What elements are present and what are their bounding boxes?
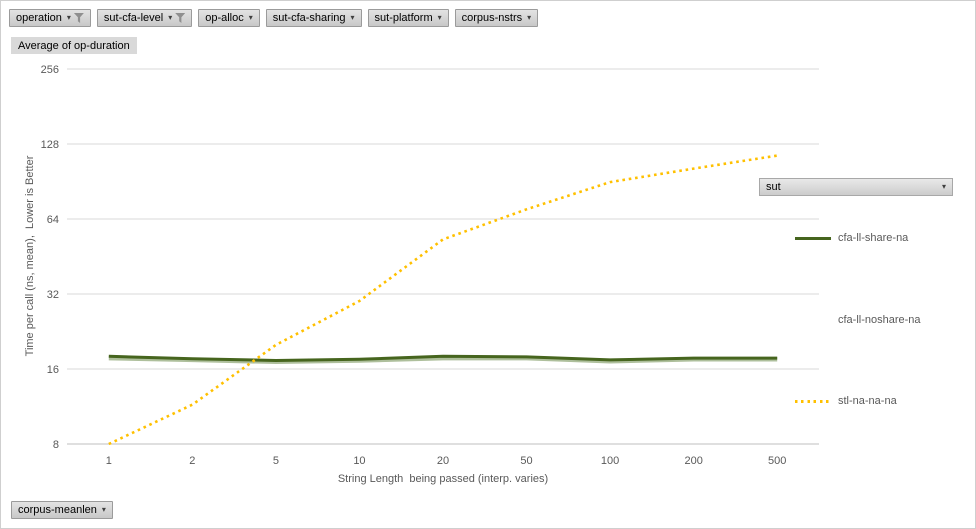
field-button-label: op-alloc: [205, 12, 244, 24]
dropdown-arrow-icon: ▾: [437, 13, 442, 22]
filter-funnel-icon: [73, 13, 84, 23]
value-field-button[interactable]: Average of op-duration: [11, 37, 137, 54]
y-axis-title: Time per call (ns, mean), Lower is Bette…: [24, 155, 36, 356]
field-button-label: sut-cfa-level: [103, 12, 164, 24]
field-button-operation[interactable]: operation ▾: [9, 9, 91, 27]
legend-swatch-line: [795, 236, 831, 240]
y-tick-label: 32: [47, 289, 59, 301]
y-tick-label: 16: [47, 364, 59, 376]
field-button-label: corpus-nstrs: [461, 12, 523, 24]
x-tick-label: 1: [106, 455, 112, 467]
dropdown-arrow-icon: ▾: [248, 13, 253, 22]
field-button-sut-cfa-level[interactable]: sut-cfa-level ▾: [96, 9, 193, 27]
axis-field-button-corpus-meanlen[interactable]: corpus-meanlen ▾: [11, 501, 113, 519]
dropdown-arrow-icon: ▾: [101, 505, 106, 514]
filter-funnel-icon: [175, 13, 186, 23]
legend-item-cfa-ll-share-na[interactable]: cfa-ll-share-na: [795, 230, 908, 246]
legend-item-cfa-ll-noshare-na[interactable]: cfa-ll-noshare-na: [795, 312, 921, 328]
field-button-corpus-nstrs[interactable]: corpus-nstrs ▾: [454, 9, 539, 27]
series-line-cfa-ll-share-na[interactable]: [108, 354, 778, 363]
x-tick-label: 50: [520, 455, 532, 467]
x-axis-title: String Length being passed (interp. vari…: [338, 473, 548, 485]
dropdown-arrow-icon: ▾: [941, 182, 946, 191]
y-tick-label: 256: [41, 64, 59, 76]
legend-field-button-sut[interactable]: sut ▾: [759, 178, 953, 196]
line-chart-plot-area[interactable]: Time per call (ns, mean), Lower is Bette…: [1, 56, 831, 496]
x-tick-label: 5: [273, 455, 279, 467]
field-button-sut-cfa-sharing[interactable]: sut-cfa-sharing ▾: [265, 9, 362, 27]
legend-field-label: sut: [766, 181, 781, 193]
dropdown-arrow-icon: ▾: [350, 13, 355, 22]
field-button-label: operation: [16, 12, 62, 24]
field-button-label: corpus-meanlen: [18, 504, 97, 516]
series-line-stl-na-na-na[interactable]: [108, 154, 778, 446]
field-button-label: sut-platform: [374, 12, 433, 24]
x-tick-label: 20: [437, 455, 449, 467]
dropdown-arrow-icon: ▾: [527, 13, 532, 22]
x-tick-label: 10: [353, 455, 365, 467]
field-button-label: sut-cfa-sharing: [272, 12, 346, 24]
legend-swatch-none: [795, 319, 831, 322]
legend-item-stl-na-na-na[interactable]: stl-na-na-na: [795, 393, 897, 409]
y-tick-label: 128: [41, 139, 59, 151]
pivot-filter-field-row: operation ▾ sut-cfa-level ▾ op-alloc ▾ s…: [9, 9, 539, 27]
x-tick-label: 500: [768, 455, 786, 467]
dropdown-arrow-icon: ▾: [168, 13, 173, 22]
x-tick-label: 100: [601, 455, 619, 467]
legend-swatch-dotted: [795, 399, 831, 403]
x-tick-label: 200: [684, 455, 702, 467]
legend-label: cfa-ll-share-na: [838, 232, 909, 244]
field-button-sut-platform[interactable]: sut-platform ▾: [367, 9, 449, 27]
y-tick-label: 64: [47, 214, 59, 226]
legend-label: stl-na-na-na: [838, 395, 897, 407]
field-button-op-alloc[interactable]: op-alloc ▾: [198, 9, 260, 27]
legend-label: cfa-ll-noshare-na: [838, 314, 921, 326]
dropdown-arrow-icon: ▾: [66, 13, 71, 22]
x-tick-label: 2: [189, 455, 195, 467]
y-tick-label: 8: [53, 439, 59, 451]
